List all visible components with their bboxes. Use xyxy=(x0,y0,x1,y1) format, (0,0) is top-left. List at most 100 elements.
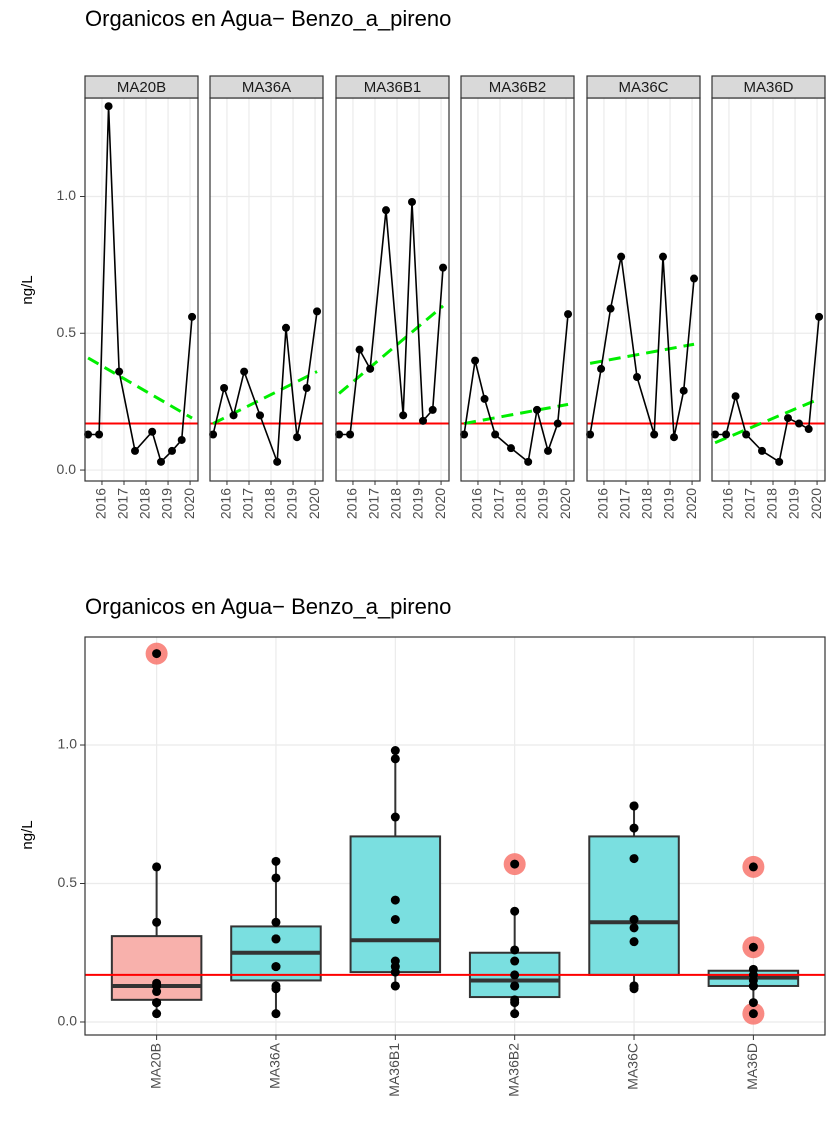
data-point xyxy=(597,364,606,373)
data-point xyxy=(131,446,140,455)
data-point xyxy=(115,367,124,376)
x-tick-label: 2020 xyxy=(432,488,448,519)
data-point xyxy=(390,812,400,822)
facet-label: MA20B xyxy=(117,79,166,96)
data-point xyxy=(510,1009,520,1019)
data-point xyxy=(271,856,281,866)
data-point xyxy=(471,356,480,365)
data-point xyxy=(390,895,400,905)
x-tick-label: 2016 xyxy=(720,488,736,519)
x-tick-label: 2019 xyxy=(661,488,677,519)
data-point xyxy=(273,457,282,466)
facet-label: MA36B1 xyxy=(364,79,422,96)
data-point xyxy=(84,430,93,439)
data-point xyxy=(152,917,162,927)
facet-strip xyxy=(460,75,575,99)
data-point xyxy=(679,386,688,395)
x-tick-label: 2018 xyxy=(764,488,780,519)
facet-strip xyxy=(84,75,199,99)
x-tick-label: 2018 xyxy=(639,488,655,519)
data-point xyxy=(390,746,400,756)
data-point xyxy=(152,1009,162,1019)
data-point xyxy=(177,435,186,444)
data-point xyxy=(553,419,562,428)
panel-background xyxy=(210,98,323,481)
data-point xyxy=(390,915,400,925)
data-point xyxy=(507,444,516,453)
data-point xyxy=(524,457,533,466)
data-point xyxy=(220,383,229,392)
data-point xyxy=(399,411,408,420)
y-axis-label: ng/L xyxy=(19,275,36,304)
x-tick-label: 2017 xyxy=(366,488,382,519)
data-point xyxy=(742,430,751,439)
data-point xyxy=(188,312,197,321)
data-point xyxy=(460,430,469,439)
data-point xyxy=(407,197,416,206)
x-tick-label: 2020 xyxy=(557,488,573,519)
x-tick-label: 2016 xyxy=(218,488,234,519)
data-point xyxy=(722,430,731,439)
panel-background xyxy=(587,98,700,481)
x-tick-label: 2019 xyxy=(284,488,300,519)
data-point xyxy=(532,405,541,414)
x-tick-label: 2020 xyxy=(683,488,699,519)
series-line xyxy=(463,314,569,464)
data-point xyxy=(658,252,667,261)
x-tick-label: MA36D xyxy=(744,1043,760,1090)
x-tick-label: MA36B1 xyxy=(386,1043,402,1097)
data-point xyxy=(617,252,626,261)
facet-label: MA36A xyxy=(242,79,291,96)
data-point xyxy=(804,425,813,434)
trend-line xyxy=(87,356,193,420)
x-tick-label: 2017 xyxy=(491,488,507,519)
data-point xyxy=(748,975,758,985)
data-point xyxy=(629,915,639,925)
chart-title: Organicos en Agua− Benzo_a_pireno xyxy=(85,594,451,619)
data-point xyxy=(510,981,520,991)
x-tick-label: 2016 xyxy=(595,488,611,519)
data-point xyxy=(783,414,792,423)
data-point xyxy=(229,411,238,420)
x-tick-label: 2019 xyxy=(159,488,175,519)
data-point xyxy=(815,312,824,321)
x-tick-label: 2017 xyxy=(240,488,256,519)
y-tick-label: 0.0 xyxy=(57,461,77,477)
data-point xyxy=(775,457,784,466)
facet-strip xyxy=(586,75,701,99)
data-point xyxy=(670,433,679,442)
facet-label: MA36B2 xyxy=(489,79,547,96)
data-point xyxy=(355,345,364,354)
x-tick-label: 2016 xyxy=(93,488,109,519)
data-point xyxy=(629,823,639,833)
data-point xyxy=(748,998,758,1008)
x-tick-label: MA20B xyxy=(147,1043,163,1089)
x-tick-label: 2020 xyxy=(181,488,197,519)
series-line xyxy=(589,256,695,438)
x-tick-label: 2016 xyxy=(344,488,360,519)
data-point xyxy=(419,416,428,425)
data-point xyxy=(271,984,281,994)
data-point xyxy=(795,419,804,428)
data-point xyxy=(366,364,375,373)
x-tick-label: 2019 xyxy=(535,488,551,519)
data-point xyxy=(428,405,437,414)
panel-background xyxy=(85,637,825,1035)
x-tick-label: 2017 xyxy=(617,488,633,519)
data-point xyxy=(382,206,391,215)
facet-label: MA36C xyxy=(618,79,668,96)
data-point xyxy=(156,457,165,466)
panel-background xyxy=(461,98,574,481)
data-point xyxy=(390,956,400,966)
y-axis-label: ng/L xyxy=(19,820,36,849)
x-tick-label: 2018 xyxy=(137,488,153,519)
x-tick-label: 2017 xyxy=(115,488,131,519)
data-point xyxy=(690,274,699,283)
data-point xyxy=(271,962,281,972)
x-tick-label: 2016 xyxy=(469,488,485,519)
data-point xyxy=(629,984,639,994)
data-point xyxy=(606,304,615,313)
data-point xyxy=(302,383,311,392)
x-tick-label: MA36C xyxy=(625,1043,641,1090)
